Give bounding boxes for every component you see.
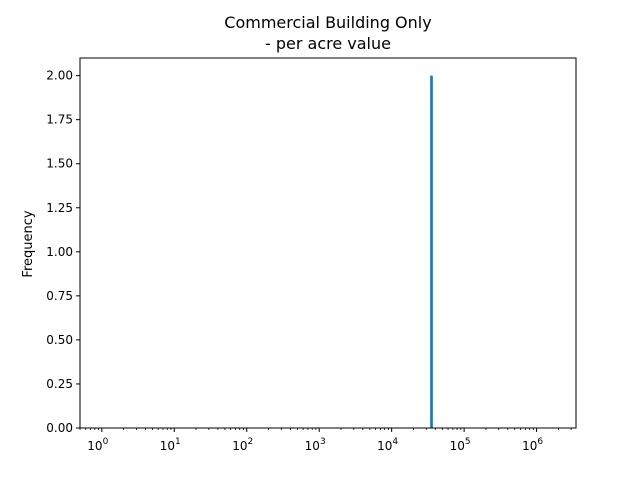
plot-area: 0.00 0.25 0.50 0.75 1.00 1.25 1.50 1.75 2.00 100 1… [46, 69, 572, 453]
y-tick-label: 0.25 [46, 377, 73, 391]
y-tick-label: 1.50 [46, 157, 73, 171]
plot-frame [79, 57, 577, 429]
chart-title-line1: Commercial Building Only [224, 13, 431, 32]
x-tick-label: 100 [87, 437, 108, 453]
histogram-bar [430, 75, 433, 428]
y-tick-label: 0.00 [46, 421, 73, 435]
y-tick-label: 1.75 [46, 113, 73, 127]
y-tick-label: 1.25 [46, 201, 73, 215]
x-tick-label: 101 [160, 437, 181, 453]
chart-title-line2: - per acre value [265, 34, 391, 53]
y-tick-label: 1.00 [46, 245, 73, 259]
x-tick-label: 105 [450, 437, 471, 453]
x-tick-label: 104 [377, 437, 398, 453]
x-tick-label: 102 [232, 437, 253, 453]
y-tick-label: 0.50 [46, 333, 73, 347]
x-tick-label: 106 [522, 437, 543, 453]
y-tick-label: 2.00 [46, 69, 73, 83]
y-tick-label: 0.75 [46, 289, 73, 303]
x-tick-label: 103 [305, 437, 326, 453]
y-axis-label: Frequency [21, 210, 36, 277]
